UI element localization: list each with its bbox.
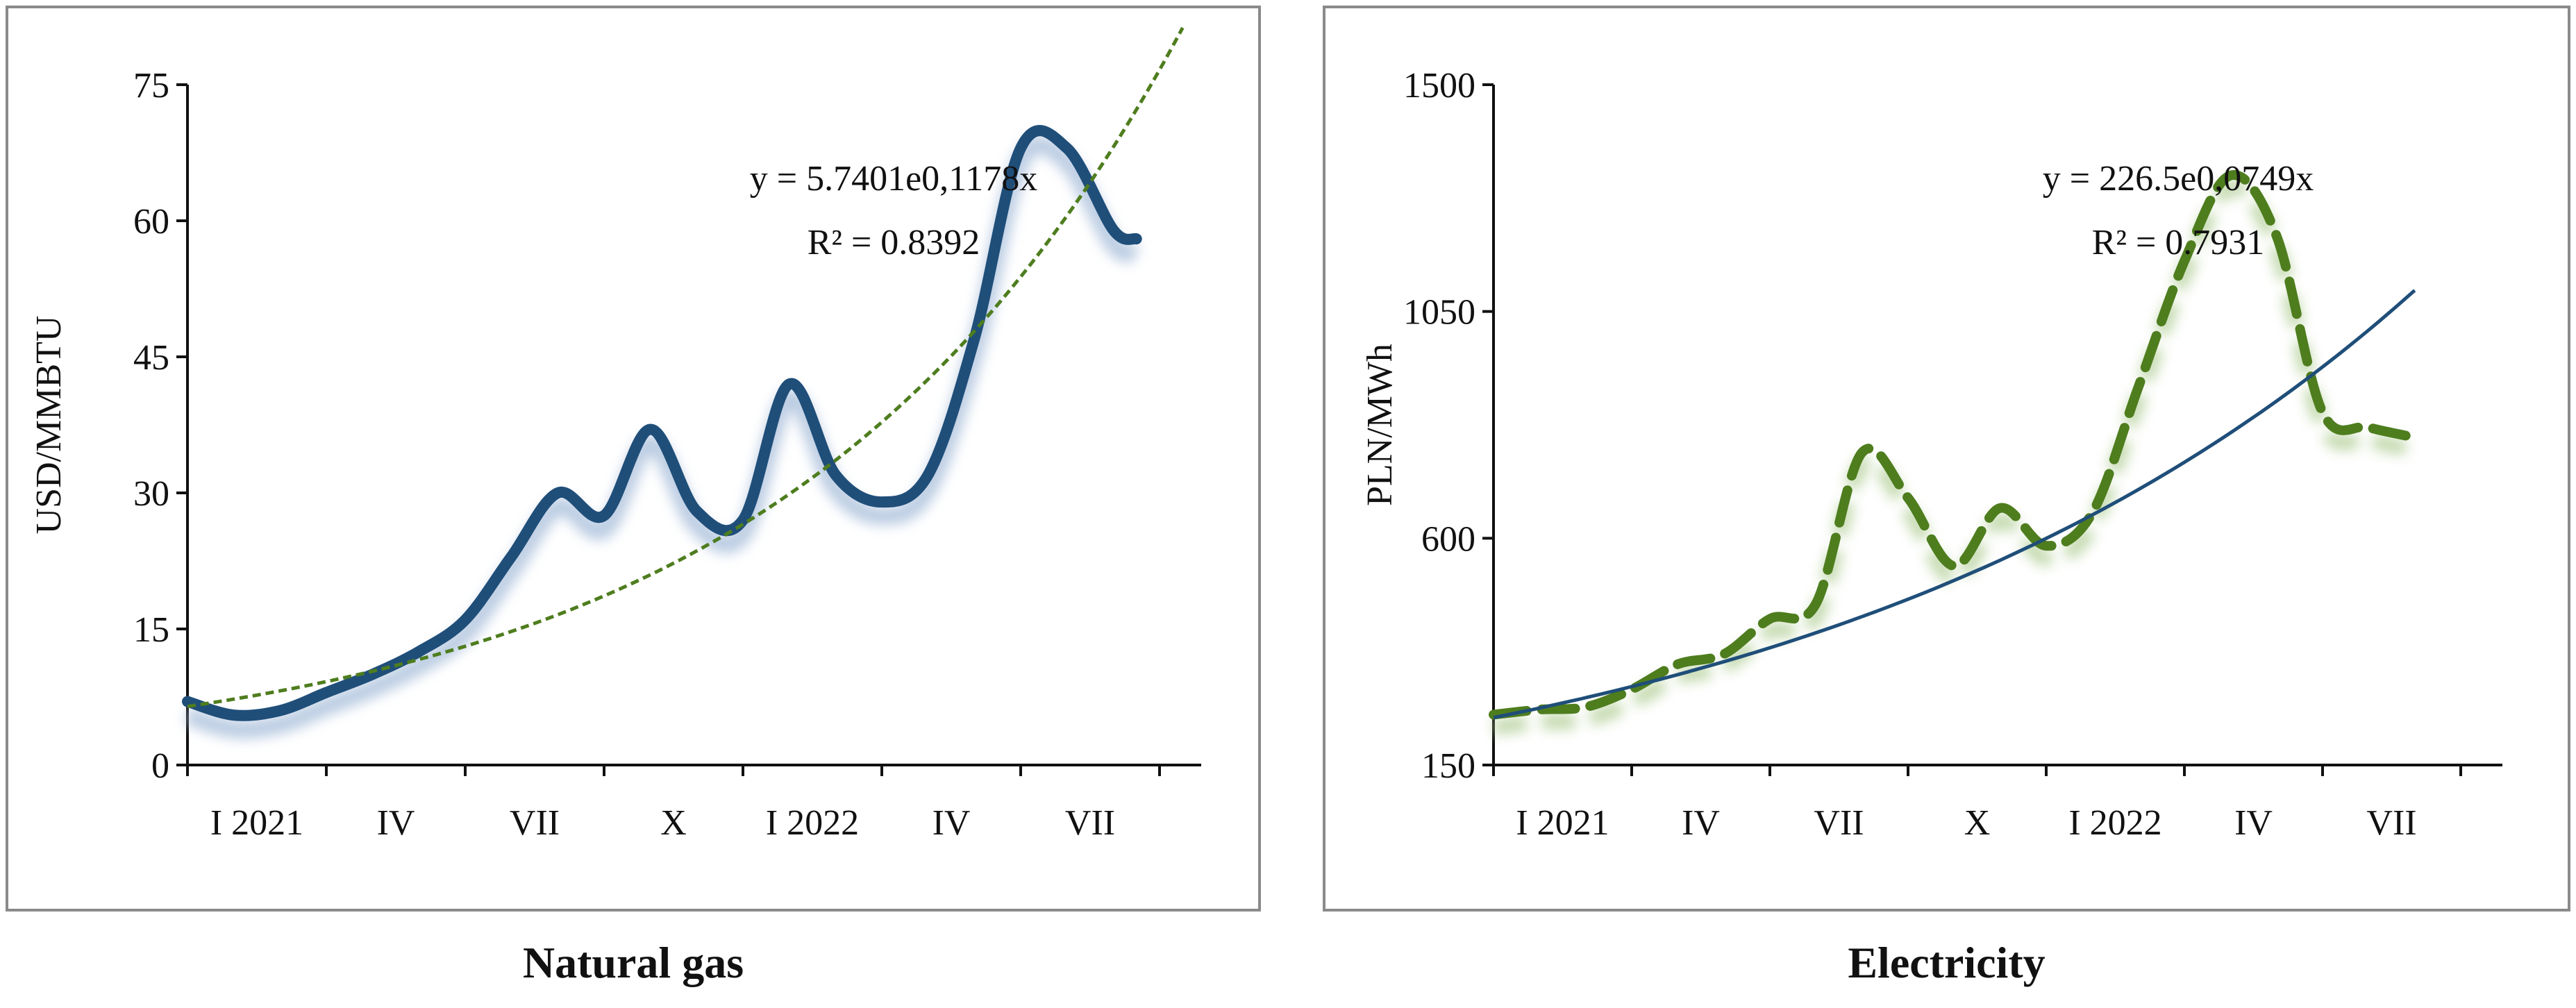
gas-y-axis-label: USD/MMBTU [29, 316, 69, 535]
gas-y-tick-label: 60 [133, 202, 169, 242]
elec-series-line [1489, 170, 2420, 720]
electricity-chart-panel: PLN/MWh 150 600 1050 1500 I 2021 IV VII X I 2022 I… [1323, 6, 2570, 912]
electricity-caption: Electricity [1848, 938, 2046, 987]
elec-trend-r-squared: R² = 0.7931 [2092, 223, 2265, 262]
natural-gas-chart-panel: USD/MMBTU 0 15 30 45 60 75 I 2021 IV VII X I 2022 IV… [6, 6, 1261, 912]
gas-x-tick-label: VII [1065, 803, 1115, 843]
gas-x-tick-label: IV [932, 803, 971, 843]
elec-series-shadow [1492, 180, 2417, 735]
gas-y-tick-label: 45 [133, 338, 169, 378]
elec-trendline [1493, 289, 2416, 720]
gas-trend-equation: y = 5.7401e0,1178x [750, 159, 1037, 199]
gas-trend-r-squared: R² = 0.8392 [808, 223, 980, 262]
gas-y-tick-label: 75 [133, 66, 169, 106]
gas-x-tick-label: I 2021 [210, 803, 303, 843]
elec-y-axis-label: PLN/MWh [1360, 344, 1400, 506]
gas-y-tick-label: 15 [133, 610, 169, 650]
gas-x-tick-label: I 2022 [766, 803, 859, 843]
elec-x-tick-label: I 2021 [1516, 803, 1609, 843]
gas-y-tick-label: 30 [133, 474, 169, 514]
gas-x-tick-label: IV [377, 803, 415, 843]
elec-y-tick-label: 1050 [1403, 293, 1475, 333]
elec-x-tick-label: X [1964, 803, 1991, 843]
electricity-chart: PLN/MWh 150 600 1050 1500 I 2021 IV VII X I 2022 I… [1360, 66, 2502, 843]
elec-y-tick-label: 600 [1421, 519, 1475, 559]
natural-gas-chart: USD/MMBTU 0 15 30 45 60 75 I 2021 IV VII X I 2022 IV… [29, 26, 1201, 843]
elec-y-tick-label: 1500 [1403, 66, 1475, 106]
elec-x-tick-label: VII [2366, 803, 2416, 843]
elec-x-tick-label: VII [1814, 803, 1864, 843]
gas-series-line [182, 125, 1142, 721]
gas-trendline [187, 26, 1185, 709]
elec-x-tick-label: IV [2234, 803, 2273, 843]
natural-gas-caption: Natural gas [522, 938, 744, 987]
elec-trend-equation: y = 226.5e0,0749x [2043, 159, 2314, 199]
gas-x-tick-label: VII [510, 803, 560, 843]
elec-y-tick-label: 150 [1421, 746, 1475, 786]
gas-x-tick-label: X [660, 803, 687, 843]
elec-x-tick-label: IV [1682, 803, 1720, 843]
gas-y-tick-label: 0 [151, 746, 169, 786]
elec-x-tick-label: I 2022 [2068, 803, 2161, 843]
